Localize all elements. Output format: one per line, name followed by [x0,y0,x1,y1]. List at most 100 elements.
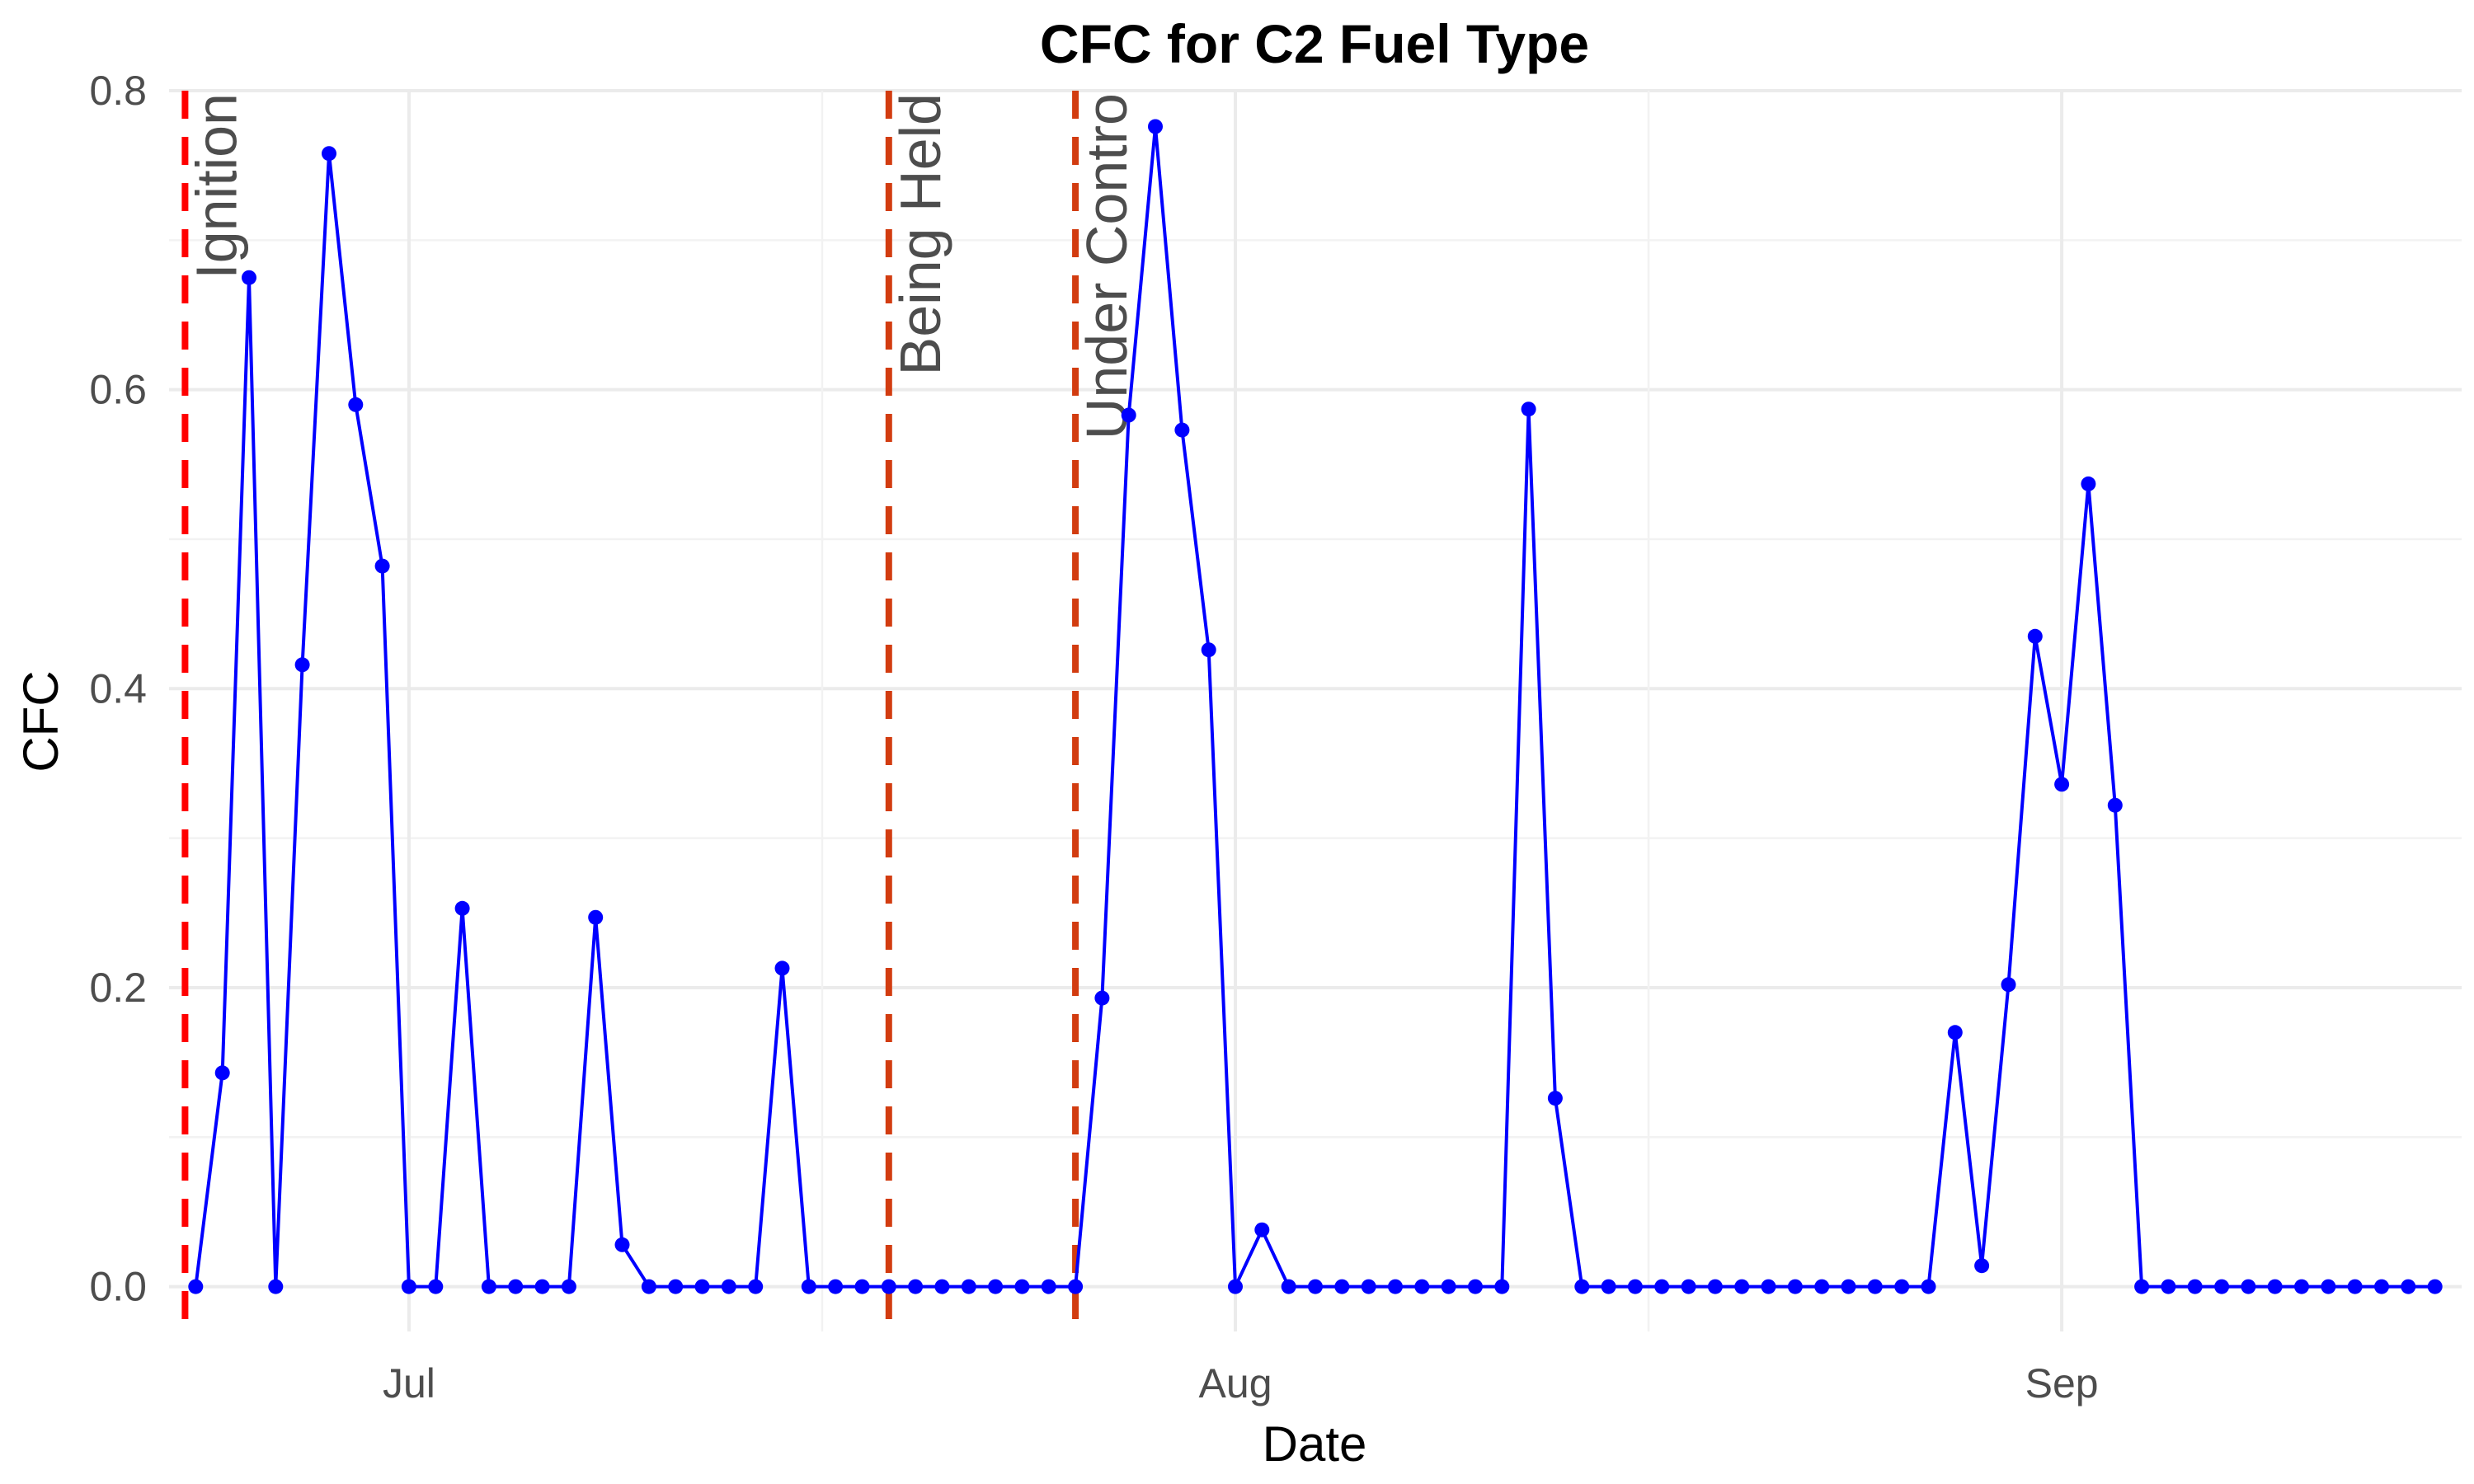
data-point [1894,1279,1910,1294]
data-point [1334,1279,1350,1294]
data-point [2134,1279,2150,1294]
data-point [1388,1279,1403,1294]
y-tick-label: 0.6 [89,367,147,413]
data-point [2241,1279,2256,1294]
data-point [748,1279,764,1294]
data-point [561,1279,576,1294]
data-point [2321,1279,2336,1294]
data-point [2347,1279,2363,1294]
data-point [1814,1279,1830,1294]
data-point [828,1279,844,1294]
data-point [294,657,310,673]
data-point [1308,1279,1323,1294]
y-tick-label: 0.4 [89,665,147,711]
data-point [908,1279,924,1294]
data-point [1414,1279,1430,1294]
series-line [194,124,2435,1289]
data-point [1547,1091,1563,1106]
data-point [588,909,604,925]
data-point [1468,1279,1483,1294]
event-label-being-held: Being Held [888,93,952,375]
x-tick-label: Jul [383,1360,435,1407]
data-point [2027,628,2043,644]
data-point [1921,1279,1936,1294]
event-label-ignition: Ignition [184,93,248,279]
series-cfc [188,119,2443,1294]
y-tick-label: 0.0 [89,1264,147,1310]
data-point [454,900,470,916]
data-point [534,1279,550,1294]
x-tick-label: Sep [2025,1360,2099,1407]
x-tick-label: Aug [1199,1360,1272,1407]
data-point [2187,1279,2203,1294]
data-point [881,1279,896,1294]
data-point [2374,1279,2389,1294]
data-point [214,1065,230,1081]
data-point [2427,1279,2443,1294]
data-point [1974,1258,1990,1274]
data-point [988,1279,1004,1294]
data-point [1867,1279,1883,1294]
data-point [1494,1279,1510,1294]
y-tick-label: 0.8 [89,68,147,114]
grid [169,89,2462,1331]
data-point [694,1279,710,1294]
data-point [188,1279,204,1294]
event-lines: Ignition Being Held Under Contro [181,91,1139,1331]
data-point [1281,1279,1296,1294]
data-point [1947,1025,1963,1040]
y-tick-label: 0.2 [89,965,147,1011]
data-point [2107,797,2123,813]
event-label-under-contro: Under Contro [1075,93,1139,439]
x-axis: Jul Aug Sep [383,1360,2099,1407]
data-point [348,397,364,412]
data-point [322,146,336,162]
data-point [1841,1279,1856,1294]
data-point [2214,1279,2230,1294]
data-point [1707,1279,1723,1294]
data-point [1254,1222,1270,1237]
data-point [1681,1279,1696,1294]
data-point [2054,777,2070,792]
y-axis: 0.0 0.2 0.4 0.6 0.8 [89,68,147,1310]
data-point [268,1279,284,1294]
data-point [2294,1279,2309,1294]
data-point [1574,1279,1590,1294]
data-point [2401,1279,2416,1294]
data-point [1787,1279,1803,1294]
data-point [774,960,790,976]
data-point [1068,1279,1084,1294]
data-point [1201,642,1216,658]
data-point [1121,407,1136,423]
data-point [1627,1279,1643,1294]
data-point [401,1279,416,1294]
data-point [854,1279,870,1294]
data-point [1014,1279,1030,1294]
data-point [1041,1279,1056,1294]
data-point [1734,1279,1750,1294]
chart-title: CFC for C2 Fuel Type [1040,13,1589,74]
data-point [242,270,256,285]
data-point [1148,119,1163,134]
data-point [428,1279,444,1294]
data-point [1228,1279,1243,1294]
data-point [1174,422,1190,438]
data-point [641,1279,656,1294]
data-point [961,1279,976,1294]
data-point [481,1279,496,1294]
data-point [934,1279,950,1294]
data-point [1761,1279,1776,1294]
data-point [1521,402,1536,417]
data-point [2161,1279,2176,1294]
data-point [1441,1279,1456,1294]
data-point [721,1279,736,1294]
data-point [614,1237,630,1252]
data-point [2001,977,2016,993]
data-point [1094,990,1110,1006]
data-point [374,558,390,574]
data-point [1654,1279,1670,1294]
data-point [801,1279,816,1294]
data-point [508,1279,524,1294]
data-point [2267,1279,2283,1294]
